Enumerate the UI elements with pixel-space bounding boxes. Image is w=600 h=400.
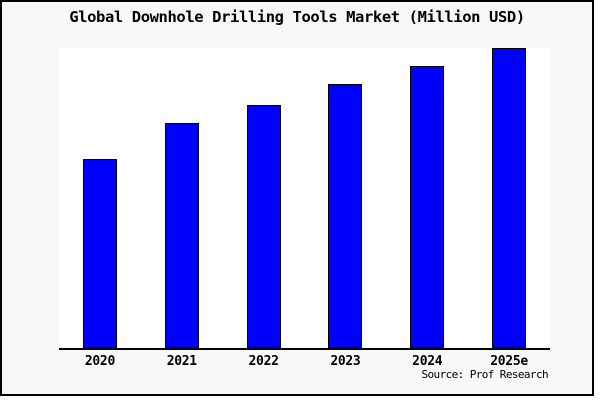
bar-slot bbox=[59, 48, 141, 348]
bar-slot bbox=[386, 48, 468, 348]
bar-2025e bbox=[492, 48, 527, 348]
bar-slot bbox=[223, 48, 305, 348]
bar-slot bbox=[141, 48, 223, 348]
x-tick-label-2022: 2022 bbox=[248, 354, 279, 369]
x-tick-label-2023: 2023 bbox=[330, 354, 361, 369]
x-tick-label-2025e: 2025e bbox=[490, 354, 528, 369]
bar-slot bbox=[304, 48, 386, 348]
x-tick-label-2021: 2021 bbox=[166, 354, 197, 369]
bar-2023 bbox=[328, 84, 363, 348]
bar-2022 bbox=[246, 105, 281, 348]
bar-2020 bbox=[82, 159, 117, 348]
bar-slot bbox=[468, 48, 550, 348]
x-tick-label-2024: 2024 bbox=[412, 354, 443, 369]
bar-2021 bbox=[164, 123, 199, 348]
x-tick-label-2020: 2020 bbox=[84, 354, 115, 369]
plot-area bbox=[59, 48, 550, 350]
bars-container bbox=[59, 48, 550, 348]
source-credit: Source: Prof Research bbox=[421, 368, 549, 381]
x-axis-labels: 2020 2021 2022 2023 2024 2025e bbox=[59, 354, 550, 369]
chart-title: Global Downhole Drilling Tools Market (M… bbox=[69, 8, 525, 26]
bar-2024 bbox=[410, 66, 445, 348]
